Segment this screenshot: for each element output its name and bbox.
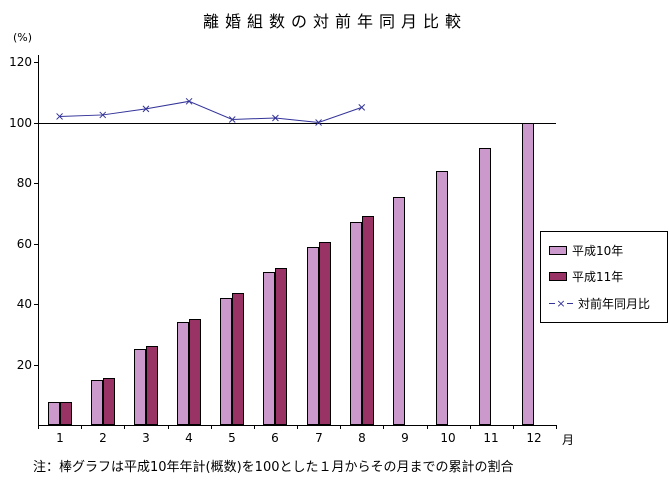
y-axis-line: [38, 55, 39, 426]
y-tick: [34, 123, 38, 124]
x-tick: [383, 425, 384, 429]
y-tick: [34, 183, 38, 184]
x-tick: [297, 425, 298, 429]
y-axis-unit-label: (%): [13, 31, 33, 44]
x-category-label: 10: [440, 431, 456, 445]
x-tick: [124, 425, 125, 429]
x-tick: [168, 425, 169, 429]
x-axis-unit-label: 月: [562, 433, 575, 447]
x-category-label: 3: [142, 431, 150, 445]
x-category-label: 5: [228, 431, 236, 445]
reference-line-100: [38, 123, 556, 124]
bar-s2-m5: [232, 293, 244, 425]
legend-label-ratio: 対前年同月比: [578, 297, 651, 312]
y-tick-label: 80: [16, 176, 32, 190]
y-tick-label: 60: [16, 237, 32, 251]
x-category-label: 4: [185, 431, 193, 445]
line-marker-sample-icon: ×: [549, 298, 573, 309]
bar-s1-m11: [479, 148, 491, 425]
x-category-label: 1: [56, 431, 64, 445]
bar-s1-m1: [48, 402, 60, 425]
y-tick: [34, 365, 38, 366]
x-category-label: 12: [526, 431, 542, 445]
legend-item-ratio: × 対前年同月比: [549, 295, 659, 312]
bar-s1-m7: [307, 247, 319, 425]
x-tick: [254, 425, 255, 429]
x-tick: [470, 425, 471, 429]
bar-s1-m5: [220, 298, 232, 425]
legend-swatch-h11: [549, 272, 567, 282]
bar-s2-m4: [189, 319, 201, 425]
chart-note: 注：棒グラフは平成10年年計(概数)を100とした１月からその月までの累計の割合: [33, 460, 514, 475]
legend-item-h11: 平成11年: [549, 268, 659, 285]
bar-s2-m1: [60, 402, 72, 425]
y-tick: [34, 304, 38, 305]
x-category-label: 6: [271, 431, 279, 445]
y-tick-label: 120: [9, 55, 32, 69]
x-tick: [211, 425, 212, 429]
legend-label-h10: 平成10年: [572, 243, 624, 258]
chart-title: 離婚組数の対前年同月比較: [202, 12, 467, 31]
legend-swatch-h10: [549, 245, 567, 255]
x-tick: [38, 425, 39, 429]
bar-s1-m6: [263, 272, 275, 425]
bar-s1-m8: [350, 222, 362, 425]
y-tick-label: 40: [16, 297, 32, 311]
bar-s1-m2: [91, 380, 103, 425]
x-category-label: 8: [358, 431, 366, 445]
legend-item-h10: 平成10年: [549, 242, 659, 259]
x-tick: [81, 425, 82, 429]
x-category-label: 7: [315, 431, 323, 445]
x-tick: [556, 425, 557, 429]
bar-s2-m6: [275, 268, 287, 425]
legend: 平成10年 平成11年 × 対前年同月比: [540, 231, 668, 323]
x-category-label: 11: [483, 431, 499, 445]
y-tick: [34, 244, 38, 245]
y-tick: [34, 62, 38, 63]
x-tick: [340, 425, 341, 429]
bar-s1-m3: [134, 349, 146, 425]
bar-s1-m12: [522, 123, 534, 425]
bar-s2-m3: [146, 346, 158, 425]
bar-s2-m2: [103, 378, 115, 425]
bar-s1-m9: [393, 197, 405, 425]
x-category-label: 2: [99, 431, 107, 445]
bar-s2-m7: [319, 242, 331, 425]
x-tick: [513, 425, 514, 429]
y-tick-label: 100: [9, 116, 32, 130]
bar-s1-m10: [436, 171, 448, 425]
bar-s2-m8: [362, 216, 374, 425]
y-tick-label: 20: [16, 358, 32, 372]
ratio-line-series: [56, 97, 366, 126]
bar-s1-m4: [177, 322, 189, 425]
x-tick: [427, 425, 428, 429]
x-category-label: 9: [401, 431, 409, 445]
legend-label-h11: 平成11年: [572, 270, 624, 285]
